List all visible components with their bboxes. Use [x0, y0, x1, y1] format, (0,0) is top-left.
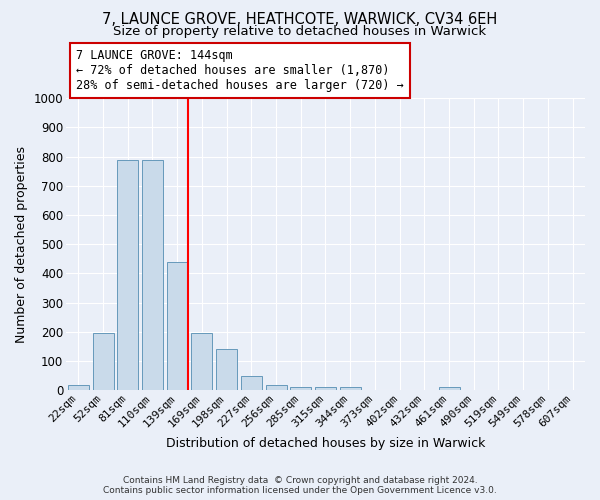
Bar: [315, 388, 336, 390]
Y-axis label: Number of detached properties: Number of detached properties: [15, 146, 28, 342]
Bar: [68, 385, 89, 390]
Bar: [340, 388, 361, 390]
Text: Contains HM Land Registry data  © Crown copyright and database right 2024.
Conta: Contains HM Land Registry data © Crown c…: [103, 476, 497, 495]
Text: 7 LAUNCE GROVE: 144sqm
← 72% of detached houses are smaller (1,870)
28% of semi-: 7 LAUNCE GROVE: 144sqm ← 72% of detached…: [76, 50, 404, 92]
Bar: [266, 385, 287, 390]
Text: Size of property relative to detached houses in Warwick: Size of property relative to detached ho…: [113, 24, 487, 38]
Bar: [290, 388, 311, 390]
Bar: [191, 332, 212, 390]
Bar: [117, 160, 138, 390]
Bar: [142, 160, 163, 390]
X-axis label: Distribution of detached houses by size in Warwick: Distribution of detached houses by size …: [166, 437, 485, 450]
Bar: [439, 388, 460, 390]
Bar: [167, 262, 188, 390]
Bar: [92, 332, 113, 390]
Bar: [241, 376, 262, 390]
Bar: [216, 350, 237, 390]
Text: 7, LAUNCE GROVE, HEATHCOTE, WARWICK, CV34 6EH: 7, LAUNCE GROVE, HEATHCOTE, WARWICK, CV3…: [103, 12, 497, 28]
